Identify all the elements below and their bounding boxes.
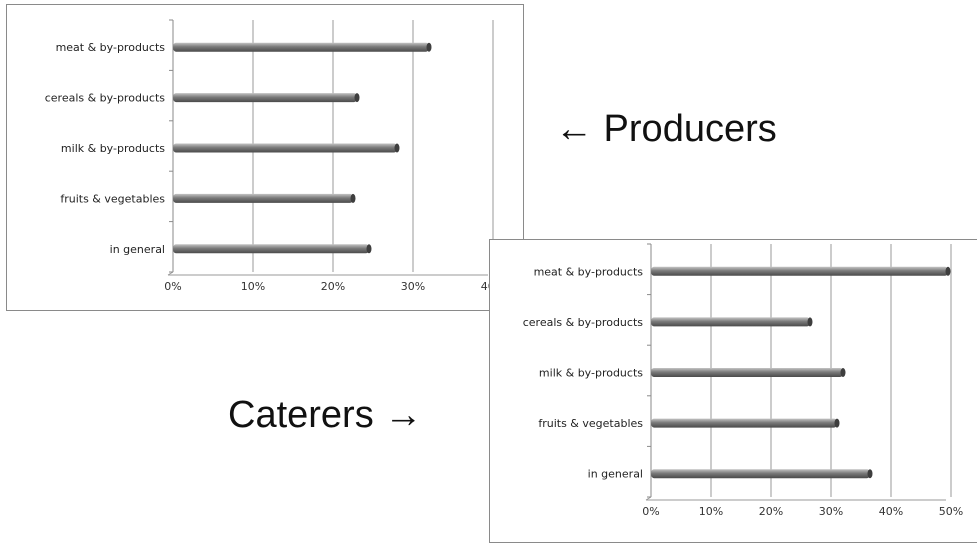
bar [173,143,397,153]
x-tick-label: 20% [759,505,783,518]
bar [651,266,948,276]
bar-end-cap [807,317,813,327]
x-tick-label: 10% [241,280,265,293]
category-label: meat & by-products [534,265,644,278]
category-label: cereals & by-products [523,316,644,329]
producers-chart-svg: 0%10%20%30%40%meat & by-productscereals … [45,19,505,293]
x-tick-label: 40% [879,505,903,518]
x-tick-label: 30% [819,505,843,518]
bar [173,93,357,103]
caterers-chart-svg: 0% 10% 20% 30% 40% 50% meat & by-products cerea… [523,243,963,518]
bar-end-cap [840,368,846,377]
category-label: fruits & vegetables [60,192,165,205]
bar [651,317,810,327]
bar [173,193,353,203]
bar [173,244,369,254]
x-tick-label: 50% [939,505,963,518]
caterers-caption: Caterers → [228,394,423,436]
x-tick-label: 30% [401,280,425,293]
category-label: fruits & vegetables [538,417,643,430]
category-label: milk & by-products [61,142,165,155]
bar [173,42,429,52]
bar-end-cap [354,93,360,103]
category-label: meat & by-products [56,41,166,54]
category-label: in general [588,468,643,481]
x-tick-label: 10% [699,505,723,518]
bar [651,418,837,428]
producers-caption: ← Producers [555,108,777,150]
producers-chart: 0%10%20%30%40%meat & by-productscereals … [6,4,524,311]
x-tick-label: 0% [164,280,181,293]
bar [651,469,870,479]
x-tick-label: 20% [321,280,345,293]
category-label: in general [110,243,165,256]
bar [651,368,843,377]
bar-end-cap [350,193,356,203]
bar-end-cap [834,418,840,428]
bar-end-cap [426,42,432,52]
bar-end-cap [394,143,400,153]
category-label: milk & by-products [539,367,643,380]
category-label: cereals & by-products [45,92,166,105]
bar-end-cap [366,244,372,254]
x-tick-label: 0% [642,505,659,518]
bar-end-cap [867,469,873,479]
bar-end-cap [945,266,951,276]
caterers-chart: 0% 10% 20% 30% 40% 50% meat & by-products cerea… [489,239,977,543]
